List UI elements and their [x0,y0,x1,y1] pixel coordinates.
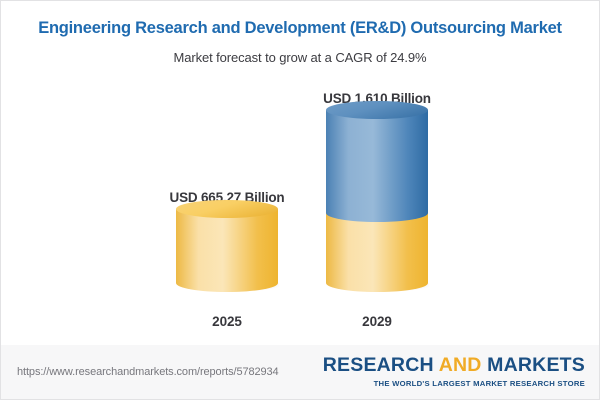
brand-word-markets: MARKETS [487,354,585,377]
bar-value-label-2029: USD 1,610 Billion [323,91,431,106]
source-url[interactable]: https://www.researchandmarkets.com/repor… [17,366,279,378]
brand-word-research: RESEARCH [322,354,434,377]
brand-wordmark: RESEARCH AND MARKETS [323,356,585,376]
chart-header: Engineering Research and Development (ER… [1,1,599,65]
cylinder-2029-svg [326,101,432,292]
brand-logo: RESEARCH AND MARKETS THE WORLD'S LARGEST… [323,356,585,387]
category-label-2029: 2029 [362,314,392,329]
chart-subtitle: Market forecast to grow at a CAGR of 24.… [173,49,427,65]
category-label-2025: 2025 [212,314,242,329]
cylinder-2025-svg [176,200,282,292]
cylinder-bar-2029[interactable] [325,101,432,297]
brand-word-and: AND [438,354,482,377]
page-title: Engineering Research and Development (ER… [38,19,562,37]
chart-footer: https://www.researchandmarkets.com/repor… [1,345,599,399]
chart-plot-area: USD 665.27 Billion [1,65,599,345]
cylinder-bar-2025[interactable] [175,200,282,297]
brand-tagline: THE WORLD'S LARGEST MARKET RESEARCH STOR… [373,378,585,388]
bar-value-label-2025: USD 665.27 Billion [169,190,285,205]
